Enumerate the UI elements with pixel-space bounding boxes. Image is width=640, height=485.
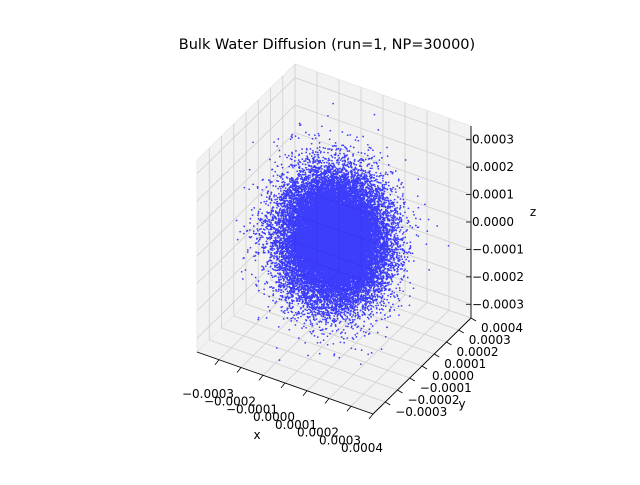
- z-tick-label: −0.0001: [472, 242, 524, 256]
- y-tick-label: 0.0000: [432, 369, 474, 383]
- y-tick-mark: [397, 389, 403, 394]
- x-tick-mark: [214, 359, 220, 365]
- grid-line-z: [196, 132, 472, 229]
- y-tick-mark: [470, 317, 477, 322]
- y-tick-mark: [421, 365, 428, 370]
- x-tick-label: −0.0001: [226, 402, 278, 416]
- grid-line-z: [196, 214, 472, 312]
- x-tick-mark: [258, 375, 264, 381]
- z-axis-label: z: [530, 205, 536, 219]
- grid-line-y: [233, 124, 410, 379]
- grid-line-y: [208, 148, 386, 403]
- grid-line-y: [221, 136, 398, 391]
- y-tick-label: 0.0003: [469, 333, 511, 347]
- point-cloud: [235, 102, 450, 366]
- y-tick-label: 0.0002: [457, 345, 499, 359]
- y-tick-label: 0.0001: [444, 357, 486, 371]
- z-tick-label: 0.0000: [472, 215, 514, 229]
- x-tick-mark: [324, 398, 330, 404]
- y-tick-mark: [434, 353, 440, 358]
- tick-labels: −0.0003−0.0002−0.00010.00000.00010.00020…: [182, 133, 524, 455]
- x-tick-mark: [302, 390, 308, 396]
- z-tick-label: −0.0003: [472, 297, 524, 311]
- chart-title: Bulk Water Diffusion (run=1, NP=30000): [179, 37, 475, 53]
- y-tick-label: −0.0003: [395, 405, 447, 419]
- x-tick-label: −0.0003: [182, 387, 234, 401]
- z-tick-label: 0.0001: [472, 188, 514, 202]
- y-tick-label: −0.0002: [408, 393, 460, 407]
- grid-line-y: [270, 88, 447, 343]
- y-axis-label: y: [458, 397, 465, 411]
- x-tick-mark: [346, 406, 352, 412]
- z-tick-label: 0.0002: [472, 160, 514, 174]
- grid-line-y: [245, 112, 423, 367]
- y-tick-mark: [385, 401, 391, 406]
- y-tick-label: −0.0001: [420, 381, 472, 395]
- grid-line-y: [257, 100, 435, 355]
- x-tick-mark: [280, 382, 286, 389]
- z-tick-label: 0.0003: [472, 133, 514, 147]
- grid-line-z: [196, 159, 472, 257]
- x-tick-label: −0.0002: [204, 395, 256, 409]
- x-tick-label: 0.0000: [253, 410, 295, 424]
- x-axis-label: x: [253, 428, 260, 442]
- grid-line-z: [196, 77, 472, 174]
- grid-line-z: [196, 104, 472, 202]
- z-tick-label: −0.0002: [472, 270, 524, 284]
- scatter-points: [235, 102, 450, 366]
- y-tick-mark: [458, 329, 464, 334]
- x-tick-label: 0.0003: [319, 433, 361, 447]
- y-tick-mark: [446, 341, 452, 346]
- y-tick-label: 0.0004: [481, 321, 523, 335]
- x-tick-mark: [236, 367, 242, 373]
- x-tick-label: 0.0001: [275, 418, 317, 432]
- x-tick-label: 0.0002: [297, 426, 339, 440]
- x-tick-label: 0.0004: [341, 441, 383, 455]
- y-tick-mark: [409, 377, 415, 382]
- x-tick-mark: [368, 413, 374, 420]
